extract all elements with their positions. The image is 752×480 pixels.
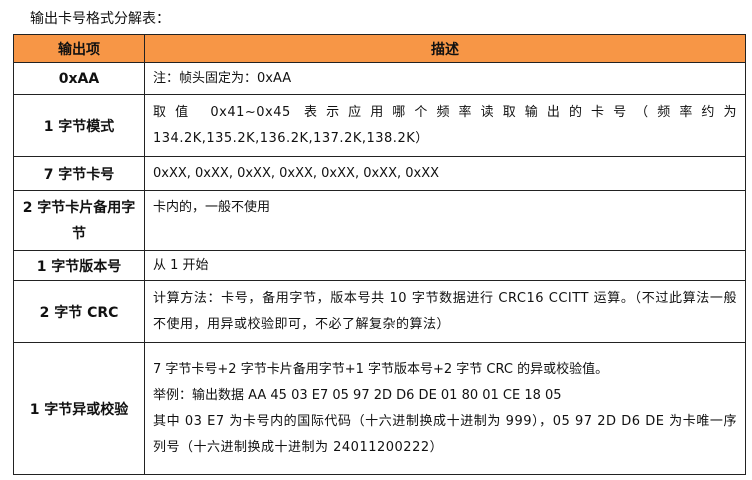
row-item: 1 字节异或校验 xyxy=(13,342,145,475)
table-header-row: 输出项 描述 xyxy=(13,34,746,63)
table-caption: 输出卡号格式分解表： xyxy=(30,11,170,27)
table-row: 1 字节异或校验 7 字节卡号+2 字节卡片备用字节+1 字节版本号+2 字节 … xyxy=(13,342,746,475)
row-description: 取值 0x41~0x45 表示应用哪个频率读取输出的卡号（频率约为 134.2K… xyxy=(144,94,746,157)
table-row: 0xAA 注：帧头固定为：0xAA xyxy=(13,62,746,95)
row-item: 2 字节卡片备用字节 xyxy=(13,190,145,251)
description-line: 举例：输出数据 AA 45 03 E7 05 97 2D D6 DE 01 80… xyxy=(153,387,562,403)
row-description: 卡内的，一般不使用 xyxy=(144,190,746,251)
header-description: 描述 xyxy=(144,34,746,63)
description-line: 7 字节卡号+2 字节卡片备用字节+1 字节版本号+2 字节 CRC 的异或校验… xyxy=(153,361,609,377)
description-line: 其中 03 E7 为卡号内的国际代码（十六进制换成十进制为 999），05 97… xyxy=(153,413,737,455)
row-description: 从 1 开始 xyxy=(144,250,746,281)
row-description: 注：帧头固定为：0xAA xyxy=(144,62,746,95)
row-description: 计算方法：卡号，备用字节，版本号共 10 字节数据进行 CRC16 CCITT … xyxy=(144,280,746,343)
row-description: 0xXX, 0xXX, 0xXX, 0xXX, 0xXX, 0xXX, 0xXX xyxy=(144,156,746,191)
table-row: 2 字节卡片备用字节 卡内的，一般不使用 xyxy=(13,190,746,251)
table-row: 1 字节版本号 从 1 开始 xyxy=(13,250,746,281)
row-item: 1 字节模式 xyxy=(13,94,145,157)
table-row: 1 字节模式 取值 0x41~0x45 表示应用哪个频率读取输出的卡号（频率约为… xyxy=(13,94,746,157)
row-item: 1 字节版本号 xyxy=(13,250,145,281)
row-item: 2 字节 CRC xyxy=(13,280,145,343)
header-item: 输出项 xyxy=(13,34,145,63)
row-item: 7 字节卡号 xyxy=(13,156,145,191)
card-format-table: 输出项 描述 0xAA 注：帧头固定为：0xAA 1 字节模式 取值 0x41~… xyxy=(13,34,746,475)
table-row: 7 字节卡号 0xXX, 0xXX, 0xXX, 0xXX, 0xXX, 0xX… xyxy=(13,156,746,191)
row-item: 0xAA xyxy=(13,62,145,95)
row-description: 7 字节卡号+2 字节卡片备用字节+1 字节版本号+2 字节 CRC 的异或校验… xyxy=(144,342,746,475)
table-row: 2 字节 CRC 计算方法：卡号，备用字节，版本号共 10 字节数据进行 CRC… xyxy=(13,280,746,343)
